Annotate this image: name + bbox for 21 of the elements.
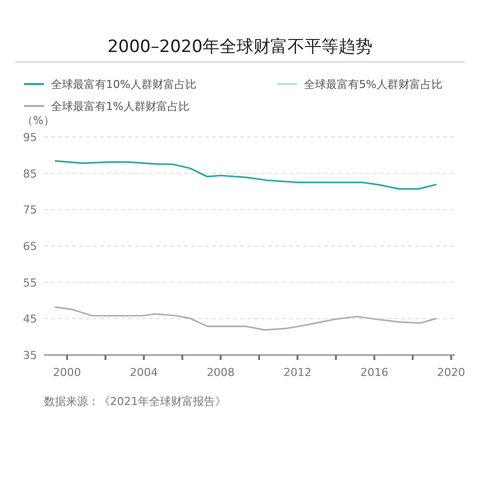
chart-title: 2000–2020年全球财富不平等趋势 — [107, 37, 373, 57]
legend-label: 全球最富有5%人群财富占比 — [304, 78, 442, 91]
y-tick-label: 65 — [23, 240, 37, 253]
y-tick-label: 95 — [23, 131, 37, 144]
legend-label: 全球最富有10%人群财富占比 — [51, 78, 196, 91]
x-tick-label: 2008 — [206, 366, 235, 379]
y-tick-label: 85 — [23, 167, 37, 180]
y-tick-label: 55 — [23, 276, 37, 290]
source-note: 数据来源：《2021年全球财富报告》 — [44, 395, 226, 408]
x-tick-label: 2004 — [130, 366, 158, 379]
x-tick-label: 2020 — [437, 366, 466, 379]
line-series — [54, 160, 437, 190]
line-series — [54, 306, 437, 331]
y-axis-title: （%） — [22, 114, 54, 127]
legend-label: 全球最富有1%人群财富占比 — [51, 100, 190, 113]
x-tick-label: 2012 — [284, 366, 312, 379]
y-tick-label: 75 — [23, 204, 37, 217]
y-tick-label: 45 — [23, 312, 37, 326]
x-tick-label: 2016 — [360, 366, 388, 379]
x-tick-label: 2000 — [53, 366, 82, 379]
y-tick-label: 35 — [23, 349, 37, 362]
